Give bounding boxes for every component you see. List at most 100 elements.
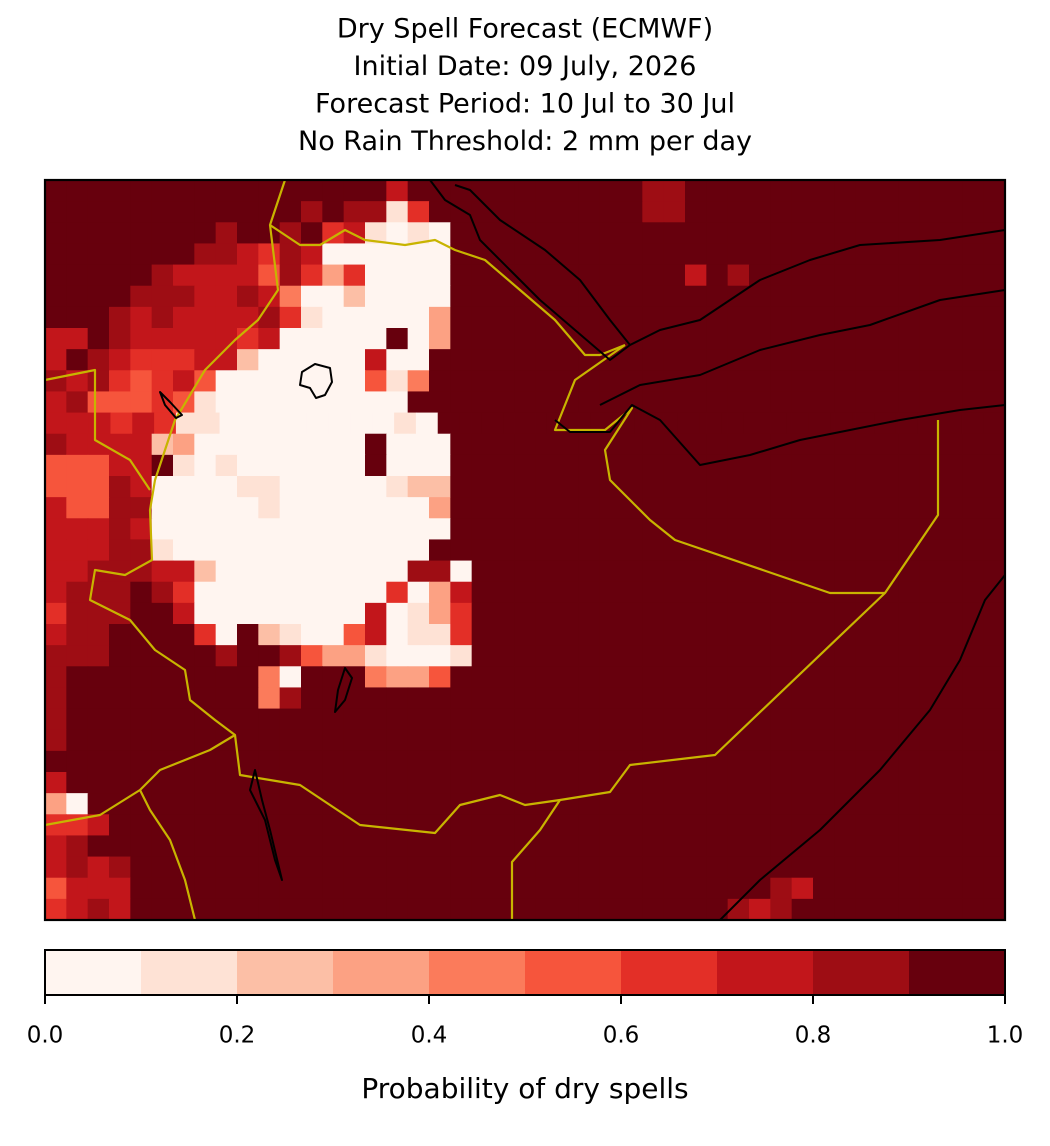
grid-cell bbox=[642, 476, 665, 498]
grid-cell bbox=[493, 539, 515, 562]
grid-cell bbox=[365, 476, 387, 498]
grid-cell bbox=[855, 476, 878, 498]
grid-cell bbox=[813, 328, 835, 350]
grid-cell bbox=[834, 243, 857, 266]
grid-cell bbox=[663, 772, 686, 794]
grid-cell bbox=[258, 581, 281, 604]
grid-cell bbox=[962, 433, 985, 456]
grid-cell bbox=[493, 497, 515, 519]
grid-cell bbox=[941, 306, 963, 329]
grid-cell bbox=[578, 835, 601, 858]
grid-cell bbox=[685, 264, 707, 287]
grid-cell bbox=[343, 497, 366, 519]
grid-cell bbox=[919, 772, 942, 794]
grid-cell bbox=[194, 243, 217, 266]
grid-cell bbox=[941, 624, 963, 646]
grid-cell bbox=[791, 497, 814, 519]
grid-cell bbox=[471, 772, 494, 794]
grid-cell bbox=[749, 243, 771, 266]
grid-cell bbox=[407, 370, 430, 393]
grid-cell bbox=[557, 581, 579, 604]
grid-cell bbox=[407, 687, 430, 710]
grid-cell bbox=[962, 602, 985, 625]
grid-cell bbox=[706, 877, 729, 900]
grid-cell bbox=[130, 476, 153, 498]
grid-cell bbox=[386, 814, 409, 837]
grid-cell bbox=[130, 793, 153, 815]
grid-cell bbox=[109, 518, 131, 541]
grid-cell bbox=[578, 391, 601, 414]
grid-cell bbox=[655, 412, 679, 435]
grid-cell bbox=[258, 898, 281, 921]
grid-cell bbox=[365, 624, 387, 646]
colorbar-swatch bbox=[141, 950, 238, 995]
grid-cell bbox=[429, 708, 451, 731]
grid-cell bbox=[877, 433, 899, 456]
grid-cell bbox=[429, 391, 451, 414]
grid-cell bbox=[194, 708, 217, 731]
grid-cell bbox=[642, 687, 665, 710]
grid-cell bbox=[599, 856, 622, 879]
grid-cell bbox=[749, 476, 771, 498]
grid-cell bbox=[237, 645, 259, 667]
grid-cell bbox=[557, 349, 579, 371]
grid-cell bbox=[471, 476, 494, 498]
grid-cell bbox=[855, 328, 878, 350]
grid-cell bbox=[258, 645, 281, 667]
grid-cell bbox=[727, 856, 750, 879]
grid-cell bbox=[301, 645, 323, 667]
grid-cell bbox=[151, 856, 174, 879]
grid-cell bbox=[66, 856, 89, 879]
grid-cell bbox=[535, 666, 558, 689]
grid-cell bbox=[919, 645, 942, 667]
grid-cell bbox=[727, 814, 750, 837]
grid-cell bbox=[45, 560, 67, 583]
grid-cell bbox=[706, 391, 729, 414]
grid-cell bbox=[685, 349, 707, 371]
grid-cell bbox=[685, 433, 707, 456]
grid-cell bbox=[813, 602, 835, 625]
grid-cell bbox=[194, 814, 217, 837]
grid-cell bbox=[343, 666, 366, 689]
grid-cell bbox=[45, 412, 68, 435]
grid-cell bbox=[45, 666, 67, 689]
grid-cell bbox=[685, 750, 707, 773]
grid-cell bbox=[109, 772, 131, 794]
grid-cell bbox=[471, 243, 494, 266]
grid-cell bbox=[258, 539, 281, 562]
grid-cell bbox=[514, 666, 537, 689]
grid-cell bbox=[322, 898, 345, 921]
grid-cell bbox=[706, 433, 729, 456]
grid-cell bbox=[685, 222, 707, 245]
grid-cell bbox=[706, 180, 729, 202]
grid-cell bbox=[450, 264, 473, 287]
grid-cell bbox=[621, 306, 643, 329]
grid-cell bbox=[834, 349, 857, 371]
grid-cell bbox=[450, 539, 473, 562]
grid-cell bbox=[599, 497, 622, 519]
grid-cell bbox=[279, 201, 302, 223]
grid-cell bbox=[87, 201, 110, 223]
grid-cell bbox=[365, 370, 387, 393]
grid-cell bbox=[66, 201, 89, 223]
grid-cell bbox=[151, 370, 174, 393]
grid-cell bbox=[109, 264, 131, 287]
grid-cell bbox=[450, 497, 473, 519]
grid-cell bbox=[45, 898, 67, 921]
grid-cell bbox=[173, 835, 195, 858]
grid-cell bbox=[237, 602, 259, 625]
grid-cell bbox=[813, 581, 835, 604]
grid-cell bbox=[706, 772, 729, 794]
grid-cell bbox=[514, 898, 537, 921]
grid-cell bbox=[237, 518, 259, 541]
grid-cell bbox=[599, 877, 622, 900]
grid-cell bbox=[557, 645, 579, 667]
grid-cell bbox=[941, 793, 963, 815]
grid-cell bbox=[88, 412, 112, 435]
grid-cell bbox=[322, 433, 345, 456]
grid-cell bbox=[834, 729, 857, 752]
grid-cell bbox=[130, 856, 153, 879]
grid-cell bbox=[962, 201, 985, 223]
grid-cell bbox=[621, 750, 643, 773]
grid-cell bbox=[962, 835, 985, 858]
